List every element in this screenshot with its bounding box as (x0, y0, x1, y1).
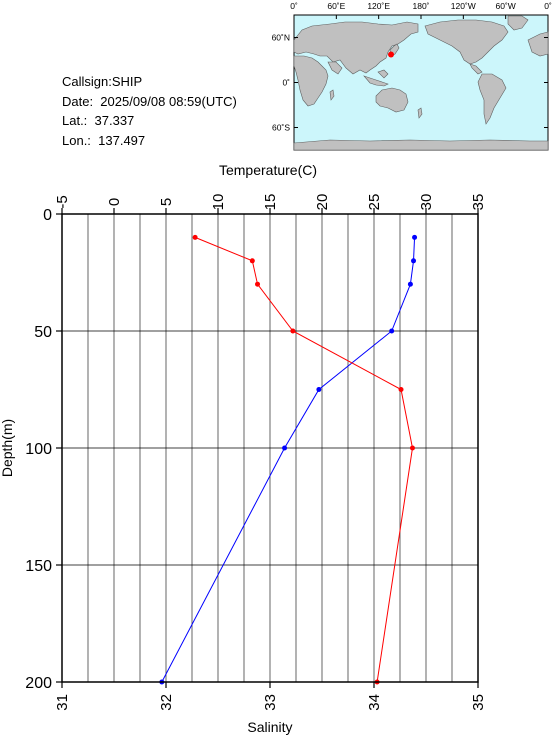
temperature-data-point (412, 234, 418, 240)
map-lon-label: 180˚ (412, 1, 429, 11)
depth-tick-label: 100 (25, 441, 52, 458)
depth-axis-label: Depth(m) (0, 419, 15, 477)
map-land (293, 15, 549, 151)
salinity-data-point (398, 387, 404, 392)
salinity-profile-line (194, 236, 413, 683)
date-text: Date: 2025/09/08 08:59(UTC) (62, 93, 237, 109)
salinity-tick-label: 33 (262, 694, 279, 711)
temperature-tick-label: 15 (262, 194, 279, 211)
map-lon-label: 60˚E (327, 1, 345, 11)
map-lon-label: 60˚W (496, 1, 516, 11)
salinity-axis-label: Salinity (247, 719, 292, 735)
salinity-data-point (290, 328, 296, 334)
temperature-tick-label: 0 (106, 198, 123, 206)
map-lon-label: 0˚ (290, 1, 298, 11)
salinity-tick-label: 32 (158, 694, 175, 711)
temperature-data-point (411, 258, 417, 264)
salinity-tick-label: 31 (54, 694, 71, 711)
salinity-data-point (255, 281, 261, 287)
map-labels: 0˚ 60˚E 120˚E 180˚ 120˚W 60˚W 0˚ 60˚N 0˚ 60˚S (272, 1, 552, 133)
chart-series (159, 234, 418, 685)
salinity-data-point (249, 258, 255, 264)
temperature-data-point (389, 328, 395, 334)
temperature-data-point (282, 445, 288, 451)
salinity-tick-label: 35 (470, 694, 487, 711)
temperature-tick-label: 35 (470, 194, 487, 211)
depth-tick-label: 200 (25, 675, 52, 692)
station-marker-icon (388, 51, 395, 58)
temperature-tick-label: 30 (418, 194, 435, 211)
temperature-data-point (159, 679, 165, 685)
world-map: 0˚ 60˚E 120˚E 180˚ 120˚W 60˚W 0˚ 60˚N 0˚ 60˚S (272, 1, 552, 151)
callsign-text: Callsign:SHIP (62, 74, 143, 89)
temperature-data-point (407, 281, 413, 287)
map-lon-label: 120˚E (367, 1, 390, 11)
salinity-data-point (374, 679, 380, 685)
salinity-data-point (409, 445, 415, 451)
temperature-tick-label: 5 (158, 198, 175, 206)
map-lon-label: 120˚W (451, 1, 476, 11)
salinity-data-point (192, 234, 198, 240)
map-lat-label: 60˚N (272, 33, 290, 43)
map-lon-label: 0˚ (544, 1, 552, 11)
chart-grid (61, 213, 479, 683)
temperature-data-point (316, 387, 322, 392)
depth-tick-label: 150 (25, 558, 52, 575)
latitude-text: Lat.: 37.337 (62, 113, 135, 128)
temperature-tick-label: 10 (210, 194, 227, 211)
temperature-profile-line (161, 237, 416, 683)
station-info: Callsign:SHIP Date: 2025/09/08 08:59(UTC… (62, 72, 237, 150)
map-lat-label: 60˚S (272, 123, 290, 133)
depth-tick-label: 0 (43, 207, 52, 224)
temperature-tick-label: -5 (54, 195, 71, 208)
temperature-tick-label: 25 (366, 194, 383, 211)
map-lat-label: 0˚ (282, 78, 290, 88)
longitude-text: Lon.: 137.497 (62, 132, 146, 148)
depth-tick-label: 50 (34, 324, 52, 341)
temperature-axis-label: Temperature(C) (219, 162, 317, 178)
salinity-tick-label: 34 (366, 694, 383, 711)
plot-frame (61, 213, 479, 683)
temperature-tick-label: 20 (314, 194, 331, 211)
